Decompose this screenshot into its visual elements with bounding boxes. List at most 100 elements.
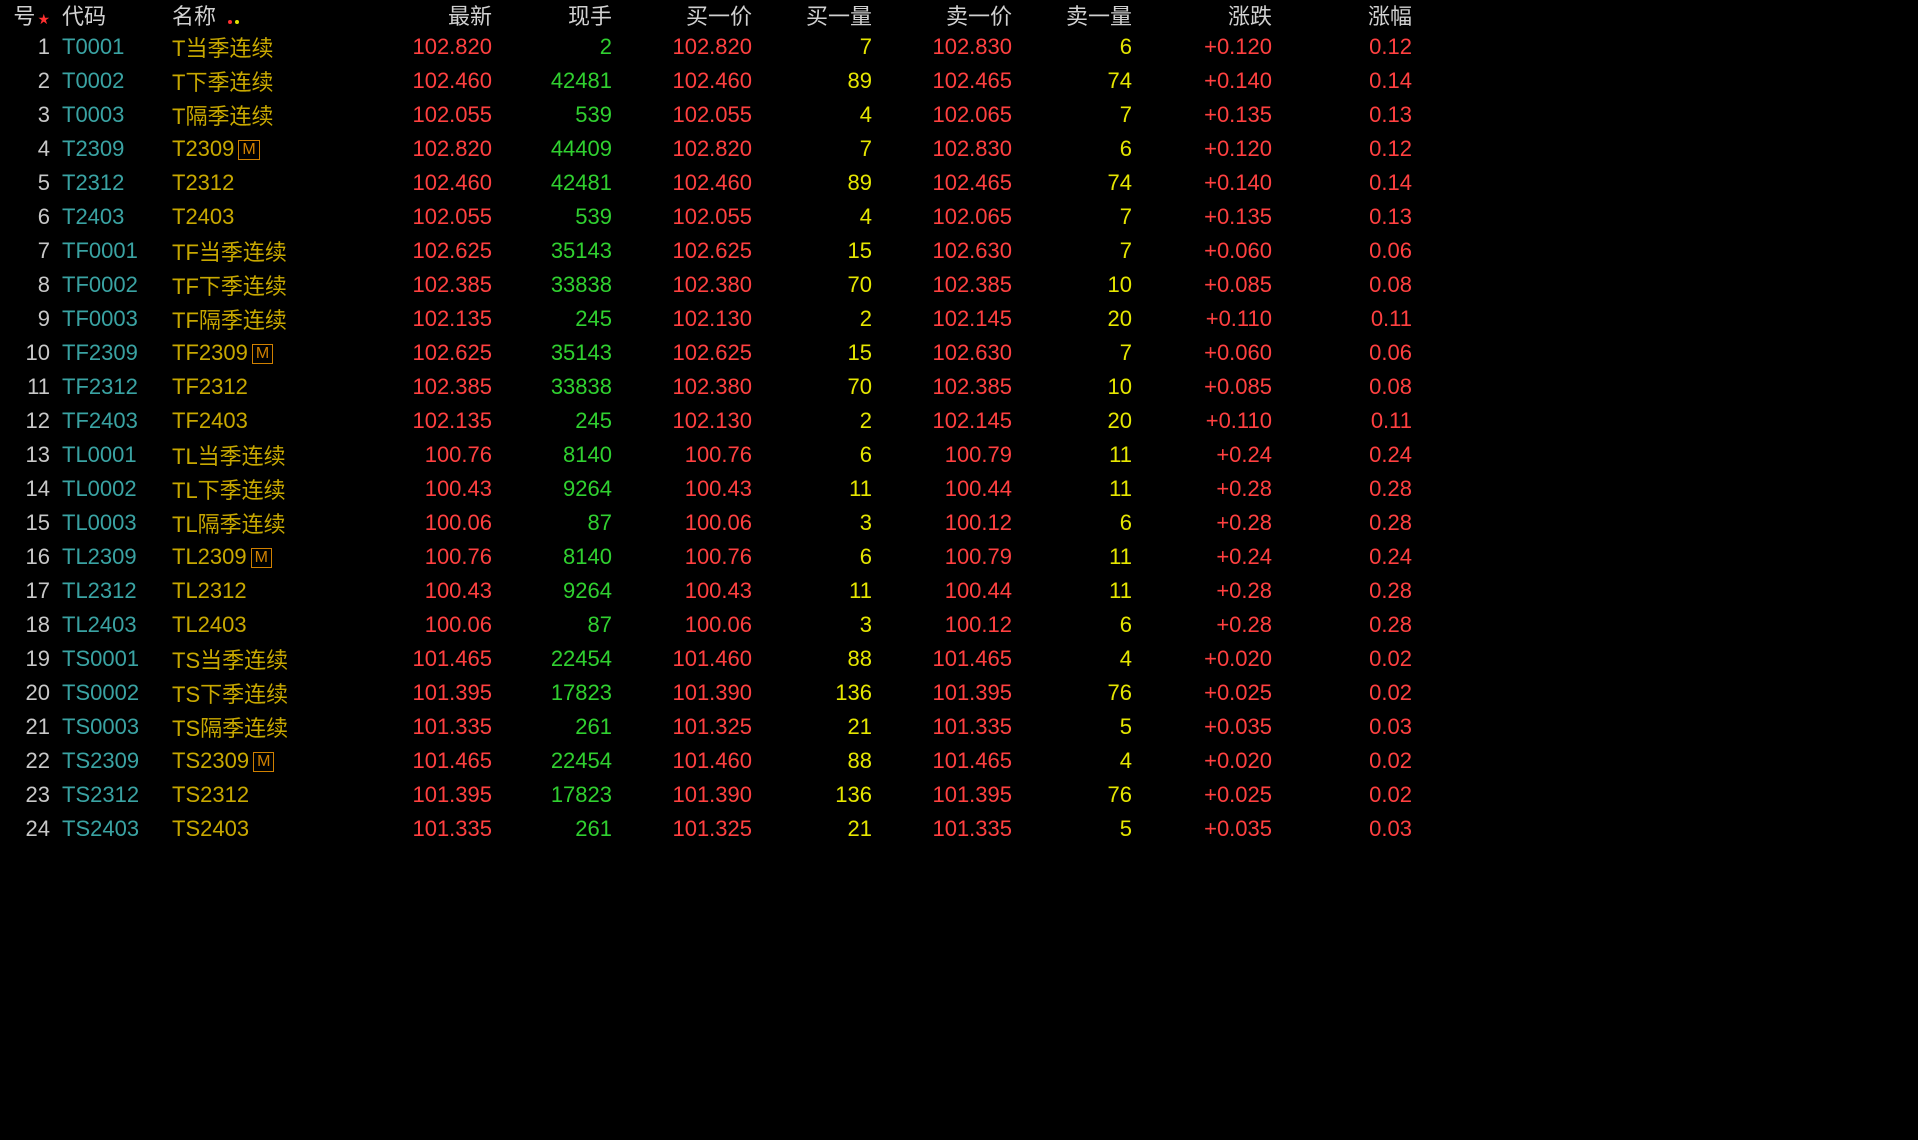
table-row[interactable]: 18TL2403TL2403100.0687100.063100.126+0.2… xyxy=(0,608,1918,642)
contract-name: TL2312 xyxy=(172,578,247,603)
cell-name: T2309M xyxy=(172,136,372,162)
cell-name: TL2309M xyxy=(172,544,372,570)
cell-code: TF0003 xyxy=(50,306,172,332)
contract-name: TL隔季连续 xyxy=(172,512,286,537)
main-contract-badge-icon: M xyxy=(253,752,274,772)
cell-askq: 10 xyxy=(1012,374,1132,400)
table-row[interactable]: 24TS2403TS2403101.335261101.32521101.335… xyxy=(0,812,1918,846)
cell-bidq: 88 xyxy=(752,646,872,672)
cell-pct: 0.28 xyxy=(1272,578,1412,604)
table-row[interactable]: 12TF2403TF2403102.135245102.1302102.1452… xyxy=(0,404,1918,438)
cell-vol: 17823 xyxy=(492,680,612,706)
table-row[interactable]: 4T2309T2309M102.82044409102.8207102.8306… xyxy=(0,132,1918,166)
table-row[interactable]: 14TL0002TL下季连续100.439264100.4311100.4411… xyxy=(0,472,1918,506)
col-header-code[interactable]: 代码 xyxy=(50,0,172,31)
cell-code: TL0003 xyxy=(50,510,172,536)
contract-name: TF2312 xyxy=(172,374,248,399)
table-row[interactable]: 7TF0001TF当季连续102.62535143102.62515102.63… xyxy=(0,234,1918,268)
table-row[interactable]: 3T0003T隔季连续102.055539102.0554102.0657+0.… xyxy=(0,98,1918,132)
cell-code: T0002 xyxy=(50,68,172,94)
cell-idx: 14 xyxy=(0,476,50,502)
cell-vol: 245 xyxy=(492,408,612,434)
cell-ask: 101.395 xyxy=(872,782,1012,808)
cell-pct: 0.08 xyxy=(1272,272,1412,298)
table-row[interactable]: 5T2312T2312102.46042481102.46089102.4657… xyxy=(0,166,1918,200)
table-row[interactable]: 8TF0002TF下季连续102.38533838102.38070102.38… xyxy=(0,268,1918,302)
cell-last: 101.395 xyxy=(372,680,492,706)
cell-idx: 15 xyxy=(0,510,50,536)
table-row[interactable]: 10TF2309TF2309M102.62535143102.62515102.… xyxy=(0,336,1918,370)
contract-name: TL当季连续 xyxy=(172,444,286,469)
table-row[interactable]: 22TS2309TS2309M101.46522454101.46088101.… xyxy=(0,744,1918,778)
col-header-pct[interactable]: 涨幅 xyxy=(1272,0,1412,31)
cell-last: 100.06 xyxy=(372,510,492,536)
cell-bidq: 15 xyxy=(752,340,872,366)
col-header-ask-qty[interactable]: 卖一量 xyxy=(1012,0,1132,31)
cell-ask: 101.465 xyxy=(872,646,1012,672)
cell-vol: 245 xyxy=(492,306,612,332)
col-header-ask-price[interactable]: 卖一价 xyxy=(872,0,1012,31)
cell-bidq: 89 xyxy=(752,170,872,196)
futures-quote-table: 号★ 代码 名称 最新 现手 买一价 买一量 卖一价 卖一量 涨跌 涨幅 1T0… xyxy=(0,0,1918,846)
col-header-volume[interactable]: 现手 xyxy=(492,0,612,31)
table-row[interactable]: 9TF0003TF隔季连续102.135245102.1302102.14520… xyxy=(0,302,1918,336)
cell-pct: 0.12 xyxy=(1272,34,1412,60)
cell-pct: 0.06 xyxy=(1272,238,1412,264)
cell-code: T2403 xyxy=(50,204,172,230)
cell-last: 102.135 xyxy=(372,306,492,332)
cell-idx: 9 xyxy=(0,306,50,332)
cell-bid: 100.43 xyxy=(612,476,752,502)
cell-code: TL2312 xyxy=(50,578,172,604)
cell-last: 102.135 xyxy=(372,408,492,434)
cell-bid: 102.820 xyxy=(612,136,752,162)
table-row[interactable]: 20TS0002TS下季连续101.39517823101.390136101.… xyxy=(0,676,1918,710)
table-row[interactable]: 23TS2312TS2312101.39517823101.390136101.… xyxy=(0,778,1918,812)
cell-idx: 13 xyxy=(0,442,50,468)
col-header-last[interactable]: 最新 xyxy=(372,0,492,31)
cell-vol: 539 xyxy=(492,204,612,230)
cell-ask: 102.465 xyxy=(872,170,1012,196)
cell-pct: 0.03 xyxy=(1272,714,1412,740)
cell-askq: 6 xyxy=(1012,612,1132,638)
table-row[interactable]: 1T0001T当季连续102.8202102.8207102.8306+0.12… xyxy=(0,30,1918,64)
table-row[interactable]: 13TL0001TL当季连续100.768140100.766100.7911+… xyxy=(0,438,1918,472)
cell-bid: 102.380 xyxy=(612,272,752,298)
cell-ask: 101.395 xyxy=(872,680,1012,706)
cell-last: 102.460 xyxy=(372,68,492,94)
cell-ask: 102.065 xyxy=(872,102,1012,128)
table-row[interactable]: 21TS0003TS隔季连续101.335261101.32521101.335… xyxy=(0,710,1918,744)
col-header-bid-qty[interactable]: 买一量 xyxy=(752,0,872,31)
table-row[interactable]: 17TL2312TL2312100.439264100.4311100.4411… xyxy=(0,574,1918,608)
cell-idx: 19 xyxy=(0,646,50,672)
cell-vol: 33838 xyxy=(492,272,612,298)
main-contract-badge-icon: M xyxy=(238,140,259,160)
cell-code: T2312 xyxy=(50,170,172,196)
cell-last: 101.335 xyxy=(372,816,492,842)
cell-idx: 20 xyxy=(0,680,50,706)
col-header-index[interactable]: 号★ xyxy=(0,0,50,31)
col-header-change[interactable]: 涨跌 xyxy=(1132,0,1272,31)
cell-vol: 9264 xyxy=(492,578,612,604)
cell-idx: 18 xyxy=(0,612,50,638)
cell-vol: 87 xyxy=(492,612,612,638)
cell-last: 100.76 xyxy=(372,544,492,570)
cell-pct: 0.02 xyxy=(1272,646,1412,672)
table-row[interactable]: 2T0002T下季连续102.46042481102.46089102.4657… xyxy=(0,64,1918,98)
col-header-name[interactable]: 名称 xyxy=(172,0,372,31)
cell-pct: 0.02 xyxy=(1272,680,1412,706)
cell-ask: 102.385 xyxy=(872,374,1012,400)
table-row[interactable]: 6T2403T2403102.055539102.0554102.0657+0.… xyxy=(0,200,1918,234)
cell-bid: 100.76 xyxy=(612,544,752,570)
table-row[interactable]: 15TL0003TL隔季连续100.0687100.063100.126+0.2… xyxy=(0,506,1918,540)
cell-name: TS2403 xyxy=(172,816,372,842)
col-header-index-label: 号 xyxy=(13,4,35,29)
cell-askq: 20 xyxy=(1012,408,1132,434)
table-row[interactable]: 19TS0001TS当季连续101.46522454101.46088101.4… xyxy=(0,642,1918,676)
table-row[interactable]: 11TF2312TF2312102.38533838102.38070102.3… xyxy=(0,370,1918,404)
cell-code: TF2309 xyxy=(50,340,172,366)
cell-last: 102.055 xyxy=(372,204,492,230)
col-header-bid-price[interactable]: 买一价 xyxy=(612,0,752,31)
table-row[interactable]: 16TL2309TL2309M100.768140100.766100.7911… xyxy=(0,540,1918,574)
cell-pct: 0.14 xyxy=(1272,68,1412,94)
cell-bid: 101.325 xyxy=(612,714,752,740)
